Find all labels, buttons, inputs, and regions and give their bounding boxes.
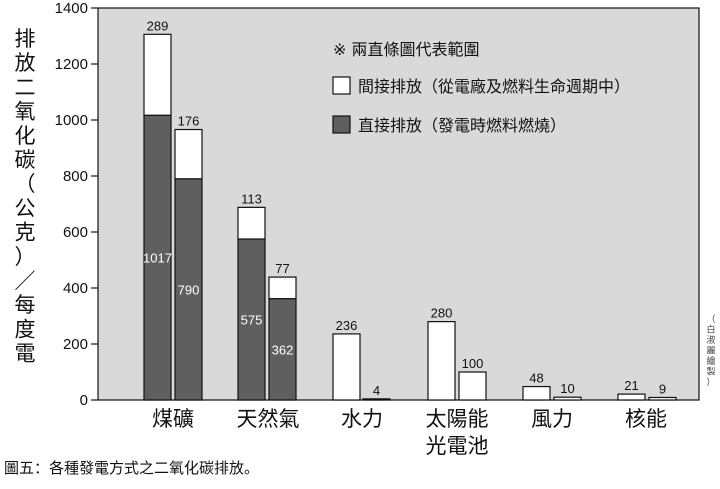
data-label-indirect: 236 <box>336 318 358 333</box>
y-tick-label: 600 <box>63 224 88 241</box>
data-label-indirect: 100 <box>462 356 484 371</box>
legend-note: ※ 兩直條圖代表範圍 <box>333 40 480 59</box>
y-tick-label: 400 <box>63 280 88 297</box>
y-tick-label: 200 <box>63 336 88 353</box>
bar-indirect <box>268 276 297 300</box>
y-tick-label: 1400 <box>55 0 88 17</box>
bar-indirect <box>174 128 203 180</box>
data-label-indirect: 9 <box>659 381 666 396</box>
bar-indirect <box>458 371 487 401</box>
bar-indirect <box>143 33 172 116</box>
bar-indirect <box>237 206 266 240</box>
x-category-label: 風力 <box>531 407 573 431</box>
data-label-indirect: 21 <box>624 378 638 393</box>
x-category-label: 核能 <box>625 407 667 431</box>
data-label-indirect: 176 <box>178 114 200 129</box>
y-axis-title: 排放二氧化碳（公克）／每度電 <box>15 27 36 366</box>
y-tick-label: 1200 <box>55 56 88 73</box>
bar-indirect <box>553 396 582 401</box>
legend-label-direct: 直接排放（發電時燃料燃燒） <box>358 116 566 135</box>
bar-indirect <box>362 398 391 401</box>
data-label-indirect: 280 <box>431 306 453 321</box>
bar-indirect <box>617 393 646 401</box>
y-tick-label: 800 <box>63 168 88 185</box>
data-label-indirect: 48 <box>529 371 543 386</box>
credit-text: （白淑麗繪製） <box>706 314 715 388</box>
bar-indirect <box>522 385 551 401</box>
bar-direct <box>143 114 172 401</box>
bar-direct <box>174 178 203 401</box>
y-axis: 0 200 400 600 800 1000 1200 1400 <box>55 0 98 409</box>
legend: ※ 兩直條圖代表範圍 間接排放（從電廠及燃料生命週期中） 直接排放（發電時燃料燃… <box>332 40 630 135</box>
data-label-indirect: 77 <box>275 261 289 276</box>
y-tick-label: 0 <box>80 392 88 409</box>
y-tick-label: 1000 <box>55 112 88 129</box>
figure-caption: 圖五：各種發電方式之二氧化碳排放。 <box>4 459 259 477</box>
x-category-label: 天然氣 <box>237 407 300 431</box>
bar-indirect <box>648 396 677 401</box>
legend-swatch-indirect <box>332 76 351 95</box>
x-category-label: 水力 <box>341 407 383 431</box>
data-label-indirect: 289 <box>147 18 169 33</box>
bar-indirect <box>427 321 456 401</box>
data-label-direct: 790 <box>178 282 200 297</box>
data-label-direct: 575 <box>241 313 263 328</box>
x-axis: 煤礦 天然氣 水力 太陽能光電池 風力 核能 <box>152 407 667 458</box>
data-label-indirect: 4 <box>373 383 380 398</box>
data-label-indirect: 113 <box>241 191 262 206</box>
data-label-direct: 362 <box>272 342 294 357</box>
x-category-label: 煤礦 <box>152 407 194 431</box>
credit: （白淑麗繪製） <box>706 314 715 388</box>
y-axis-label: 排放二氧化碳（公克）／每度電 <box>15 27 36 366</box>
data-label-indirect: 10 <box>560 381 574 396</box>
data-label-direct: 1017 <box>143 251 172 266</box>
legend-label-indirect: 間接排放（從電廠及燃料生命週期中） <box>358 77 630 96</box>
x-category-label: 太陽能光電池 <box>426 407 489 458</box>
bar-indirect <box>332 333 361 401</box>
legend-swatch-direct <box>332 115 351 134</box>
bars: 289 1017 176 790 113 575 77 362 236 4 280 100 48 10 21… <box>143 18 677 401</box>
bar-direct <box>237 238 266 401</box>
